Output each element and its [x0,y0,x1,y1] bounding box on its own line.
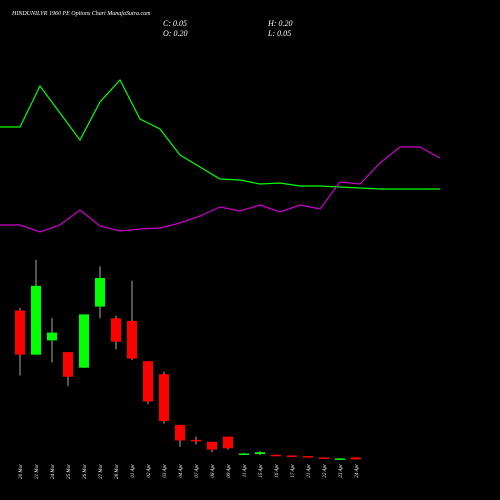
candle-body [111,318,121,342]
x-tick-label: 07 Apr [195,464,200,478]
x-tick-label: 24 Mar [51,464,56,479]
x-tick-label: 24 Apr [355,464,360,478]
x-tick-label: 04 Apr [179,464,184,478]
candle-body [31,285,41,355]
x-tick-label: 11 Apr [243,464,248,477]
x-tick-label: 26 Mar [83,464,88,479]
x-tick-label: 08 Apr [211,464,216,478]
x-tick-label: 28 Mar [115,464,120,479]
x-tick-label: 16 Apr [275,464,280,478]
x-tick-label: 21 Apr [307,464,312,478]
x-tick-label: 17 Apr [291,464,296,478]
candle-body [15,310,25,355]
candle-body [271,454,281,457]
x-tick-label: 22 Apr [323,464,328,478]
info-low: L: 0.05 [267,29,291,38]
candle-body [223,436,233,449]
x-tick-label: 01 Apr [131,464,136,478]
x-tick-label: 25 Mar [67,464,72,479]
candle-body [79,314,89,368]
candle-body [47,332,57,341]
info-open: O: 0.20 [163,29,187,38]
x-tick-label: 03 Apr [163,464,168,478]
x-tick-label: 15 Apr [259,464,264,478]
x-tick-label: 02 Apr [147,464,152,478]
candle-body [287,455,297,457]
candle-body [255,452,265,455]
candle-body [351,457,361,460]
candle-body [239,453,249,455]
candle-body [63,352,73,377]
candle-body [303,456,313,458]
candle-body [191,439,201,442]
candle-body [143,361,153,402]
candle-body [95,278,105,307]
x-tick-label: 21 Mar [35,464,40,479]
indicator-line [0,78,440,190]
x-tick-label: 23 Apr [339,464,344,478]
candle-body [159,374,169,421]
candle-body [335,458,345,460]
x-tick-label: 27 Mar [99,464,104,479]
info-high: H: 0.20 [267,19,292,28]
candle-body [207,441,217,450]
candle-body [319,457,329,459]
candle-body [127,320,137,359]
x-tick-label: 09 Apr [227,464,232,478]
indicator-line [0,146,441,233]
candle-body [175,424,185,441]
info-close: C: 0.05 [163,19,187,28]
x-tick-label: 20 Mar [19,464,24,479]
chart-title: HINDUNILVR 1960 PE Options Chart MunafaS… [11,10,151,17]
